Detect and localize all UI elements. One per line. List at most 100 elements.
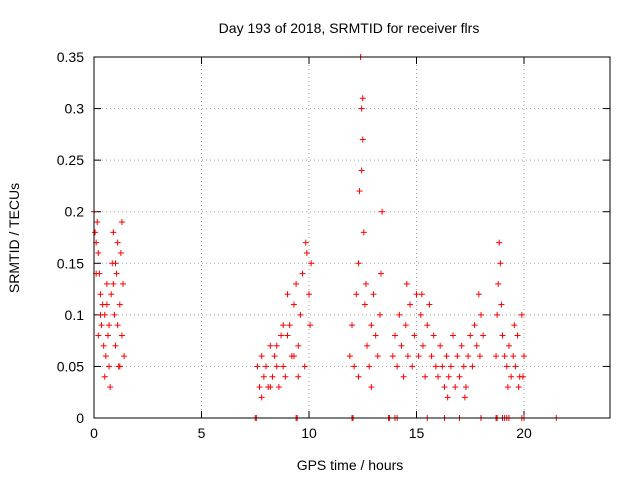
data-point xyxy=(110,229,117,236)
data-point xyxy=(418,291,425,298)
x-tick-label: 5 xyxy=(198,425,206,441)
data-point xyxy=(413,291,420,298)
data-point xyxy=(473,342,480,349)
data-point xyxy=(361,301,368,308)
x-tick-label: 15 xyxy=(409,425,425,441)
data-point xyxy=(398,342,405,349)
data-point xyxy=(359,95,366,102)
data-point xyxy=(392,332,398,339)
data-point xyxy=(508,373,515,380)
data-point xyxy=(359,136,366,143)
data-point xyxy=(511,322,518,329)
data-point xyxy=(364,342,371,349)
data-point xyxy=(284,291,291,298)
data-point xyxy=(271,353,278,360)
data-point xyxy=(97,311,104,318)
data-point xyxy=(445,373,452,380)
data-point xyxy=(443,353,450,360)
data-point xyxy=(95,249,102,256)
y-tick-label: 0.25 xyxy=(57,152,84,168)
data-point xyxy=(117,249,124,256)
y-tick-label: 0.1 xyxy=(65,307,85,323)
data-point xyxy=(471,322,478,329)
x-tick-label: 10 xyxy=(301,425,317,441)
data-point xyxy=(110,280,117,287)
data-point xyxy=(499,332,506,339)
data-point xyxy=(469,363,476,370)
data-point xyxy=(514,332,521,339)
data-point xyxy=(407,301,414,308)
data-point xyxy=(308,260,315,267)
x-tick-label: 20 xyxy=(516,425,532,441)
data-point xyxy=(103,280,110,287)
x-tick-label: 0 xyxy=(90,425,98,441)
data-point xyxy=(103,301,110,308)
data-point xyxy=(389,353,396,360)
data-point xyxy=(116,363,123,370)
data-point xyxy=(494,311,501,318)
data-point xyxy=(286,322,293,329)
data-point xyxy=(409,363,416,370)
data-point xyxy=(394,363,401,370)
data-point xyxy=(504,384,511,391)
data-point xyxy=(519,373,526,380)
data-point xyxy=(97,291,104,298)
y-tick-label: 0.2 xyxy=(65,204,85,220)
data-point xyxy=(493,353,500,360)
data-point xyxy=(284,332,291,339)
data-point xyxy=(303,249,310,256)
data-point xyxy=(495,280,502,287)
data-point xyxy=(306,291,312,298)
data-point xyxy=(256,384,263,391)
data-point xyxy=(293,280,300,287)
data-point xyxy=(302,239,309,246)
data-point xyxy=(278,332,285,339)
data-point xyxy=(419,342,426,349)
data-point xyxy=(518,311,525,318)
data-point xyxy=(460,363,467,370)
data-point xyxy=(114,322,121,329)
plot-frame xyxy=(93,56,611,419)
data-point xyxy=(422,373,429,380)
data-point xyxy=(465,353,472,360)
y-axis-label: SRMTID / TECUs xyxy=(6,183,22,293)
data-point xyxy=(94,219,101,226)
data-point xyxy=(290,353,297,360)
data-point xyxy=(111,311,118,318)
data-point xyxy=(512,363,519,370)
data-point xyxy=(435,373,441,380)
data-point xyxy=(92,229,99,236)
data-point xyxy=(290,301,297,308)
data-point xyxy=(295,342,302,349)
data-point xyxy=(368,384,375,391)
y-tick-label: 0.35 xyxy=(57,49,84,65)
data-point xyxy=(100,342,107,349)
data-point xyxy=(106,363,113,370)
data-point xyxy=(411,332,418,339)
data-point xyxy=(372,332,379,339)
data-point xyxy=(450,332,457,339)
data-point xyxy=(439,363,446,370)
data-point xyxy=(349,322,355,329)
data-point xyxy=(378,270,385,277)
data-point xyxy=(108,291,115,298)
data-point xyxy=(376,311,383,318)
data-point xyxy=(104,332,111,339)
data-point xyxy=(461,394,468,401)
data-point xyxy=(426,301,433,308)
data-point xyxy=(452,384,459,391)
data-point xyxy=(353,291,360,298)
y-tick-label: 0.15 xyxy=(57,255,84,271)
data-point xyxy=(273,363,280,370)
data-point xyxy=(269,373,276,380)
data-point xyxy=(362,280,369,287)
data-point xyxy=(503,363,510,370)
data-point xyxy=(417,311,424,318)
data-point xyxy=(402,322,409,329)
data-point xyxy=(428,353,435,360)
chart-title: Day 193 of 2018, SRMTID for receiver flr… xyxy=(219,20,480,36)
data-point xyxy=(404,353,411,360)
data-point xyxy=(301,363,308,370)
data-point xyxy=(505,342,512,349)
data-point xyxy=(273,342,280,349)
